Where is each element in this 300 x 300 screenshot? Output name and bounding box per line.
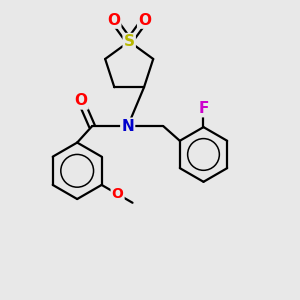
Text: O: O [112, 187, 124, 201]
Text: O: O [74, 94, 88, 109]
Text: S: S [124, 34, 135, 49]
Text: O: O [107, 13, 120, 28]
Text: F: F [198, 101, 209, 116]
Text: O: O [138, 13, 151, 28]
Text: N: N [121, 119, 134, 134]
